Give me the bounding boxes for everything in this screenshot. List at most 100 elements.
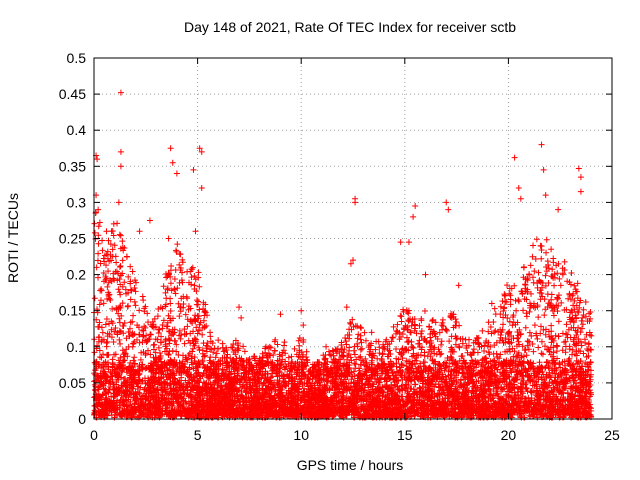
data-point [130, 312, 137, 319]
data-point [351, 343, 358, 350]
data-point [452, 341, 459, 348]
data-point [587, 309, 594, 316]
data-point [104, 338, 111, 345]
chart-title: Day 148 of 2021, Rate Of TEC Index for r… [184, 19, 516, 35]
data-point [548, 246, 555, 253]
data-point [190, 345, 197, 352]
data-point [136, 307, 143, 314]
data-point [496, 337, 503, 344]
data-point [137, 356, 144, 363]
data-point [487, 324, 494, 331]
data-point [177, 335, 184, 342]
data-point [174, 285, 181, 292]
data-point [588, 332, 595, 339]
data-point [351, 351, 358, 358]
data-point [173, 247, 180, 254]
data-point [147, 331, 154, 338]
data-point [97, 260, 104, 267]
data-point [548, 291, 555, 298]
data-point [390, 323, 397, 330]
data-point [163, 295, 170, 302]
data-point [285, 354, 292, 361]
data-point [147, 351, 154, 358]
data-point [584, 345, 591, 352]
data-point [91, 229, 98, 236]
data-point [91, 295, 98, 302]
data-point [271, 348, 278, 355]
data-point [182, 331, 189, 338]
data-point [114, 220, 121, 227]
data-point [550, 255, 557, 262]
data-point [147, 331, 154, 338]
data-point [199, 331, 206, 338]
data-point [513, 307, 520, 314]
data-point [520, 264, 527, 271]
data-point [538, 290, 545, 297]
data-point [582, 299, 589, 306]
data-point [139, 293, 146, 300]
data-point [97, 297, 104, 304]
data-point [358, 345, 365, 352]
data-point [342, 338, 349, 345]
data-point [116, 263, 123, 270]
data-point [347, 319, 354, 326]
data-point [418, 317, 425, 324]
data-point [181, 326, 188, 333]
data-point [569, 351, 576, 358]
data-point [105, 279, 112, 286]
data-point [491, 305, 498, 312]
data-point [439, 316, 446, 323]
data-point [421, 307, 428, 314]
data-point [103, 343, 110, 350]
data-point [528, 333, 535, 340]
data-point [530, 242, 537, 249]
data-point [120, 323, 127, 330]
data-point [583, 353, 590, 360]
data-point [456, 344, 463, 351]
data-point [541, 343, 548, 350]
data-point [488, 330, 495, 337]
data-point [534, 335, 541, 342]
data-point [329, 347, 336, 354]
data-point [119, 238, 126, 245]
data-point [124, 303, 131, 310]
data-point [526, 329, 533, 336]
data-point [150, 342, 157, 349]
data-point [535, 344, 542, 351]
data-point [555, 333, 562, 340]
data-point [570, 302, 577, 309]
data-point [398, 318, 405, 325]
data-point [171, 285, 178, 292]
data-point [172, 338, 179, 345]
data-point [96, 219, 103, 226]
data-point [98, 354, 105, 361]
data-point [288, 353, 295, 360]
data-point [168, 287, 175, 294]
data-point [579, 321, 586, 328]
data-point [531, 322, 538, 329]
data-point [139, 327, 146, 334]
data-point [553, 348, 560, 355]
data-point [399, 355, 406, 362]
data-point [215, 345, 222, 352]
data-points [91, 89, 595, 421]
data-point [538, 255, 545, 262]
data-point [127, 319, 134, 326]
data-point [207, 354, 214, 361]
data-point [362, 355, 369, 362]
data-point [176, 313, 183, 320]
data-point [548, 322, 555, 329]
data-point [116, 336, 123, 343]
data-point [102, 321, 109, 328]
data-point [123, 253, 130, 260]
data-point [418, 327, 425, 334]
data-point [181, 340, 188, 347]
data-point [361, 329, 368, 336]
data-point [187, 317, 194, 324]
data-point [537, 242, 544, 249]
data-point [100, 351, 107, 358]
data-point [504, 282, 511, 289]
data-point [127, 286, 134, 293]
data-point [394, 321, 401, 328]
data-point [416, 340, 423, 347]
